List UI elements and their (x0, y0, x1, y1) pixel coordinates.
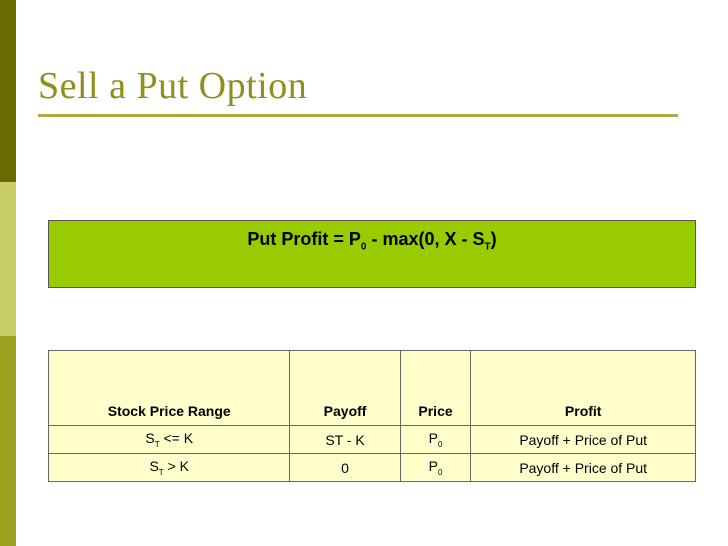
table-header-row: Stock Price Range Payoff Price Profit (47, 350, 696, 426)
table-row: ST > K 0 P0 Payoff + Price of Put (47, 453, 696, 482)
cell-price: P0 (399, 425, 472, 454)
header-profit: Profit (470, 350, 696, 426)
payoff-table: Stock Price Range Payoff Price Profit ST… (47, 350, 696, 482)
slide-title: Sell a Put Option (38, 65, 308, 107)
cell-range: ST <= K (47, 425, 291, 454)
cell-payoff: ST - K (289, 425, 401, 454)
cell-payoff: 0 (289, 453, 401, 482)
header-price: Price (399, 350, 472, 426)
table-row: ST <= K ST - K P0 Payoff + Price of Put (47, 425, 696, 454)
side-bar-middle (0, 182, 16, 336)
cell-profit: Payoff + Price of Put (470, 425, 696, 454)
cell-profit: Payoff + Price of Put (470, 453, 696, 482)
formula-text: Put Profit = P0 - max(0, X - ST) (247, 229, 497, 253)
formula-box: Put Profit = P0 - max(0, X - ST) (48, 220, 696, 288)
cell-price: P0 (399, 453, 472, 482)
side-bar-bottom (0, 336, 16, 546)
side-bar-top (0, 0, 16, 182)
header-stock-price-range: Stock Price Range (47, 350, 291, 426)
cell-range: ST > K (47, 453, 291, 482)
header-payoff: Payoff (289, 350, 401, 426)
title-underline (38, 114, 678, 117)
